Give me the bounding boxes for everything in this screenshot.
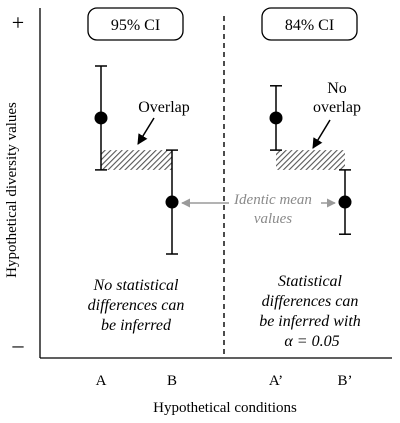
panel-label-box-right (261, 7, 358, 41)
overlap-region-right (276, 150, 345, 170)
overlap-label: Overlap (138, 99, 190, 116)
panel-label-box-left (87, 7, 184, 41)
y-tick-top: + (12, 10, 24, 35)
identic-mean-label-line-2: values (254, 211, 292, 227)
conclusion-right-alpha: α = 0.05 (284, 333, 339, 350)
identic-mean-label-background (229, 190, 321, 210)
x-axis-label: Hypothetical conditions (153, 400, 297, 416)
no-overlap-arrow (312, 119, 331, 149)
no-overlap-label-line-2: overlap (313, 99, 361, 116)
y-tick-bottom: – (12, 332, 25, 357)
no-overlap-label-line-1: No (327, 80, 347, 97)
panel-label-left: 95% CI (111, 17, 160, 34)
conclusion-right-line-2: differences can (262, 293, 359, 310)
mean-point-b-prime (338, 195, 352, 209)
x-tick-label-a-prime: A’ (269, 373, 283, 389)
conclusion-left-line-2: differences can (88, 297, 185, 314)
x-tick-label-b-prime: B’ (338, 373, 353, 389)
overlap-arrow (137, 117, 155, 145)
panel-label-right: 84% CI (285, 17, 334, 34)
y-axis-label: Hypothetical diversity values (4, 102, 20, 278)
identic-mean-label-line-1: Identic mean (233, 192, 312, 208)
mean-point-a (94, 111, 108, 125)
mean-point-b (165, 195, 179, 209)
mean-point-a-prime (269, 111, 283, 125)
conclusion-left-line-1: No statistical (93, 277, 179, 294)
overlap-region-left (101, 150, 172, 170)
x-tick-label-b: B (167, 373, 177, 389)
conclusion-right-line-1: Statistical (278, 273, 343, 290)
conclusion-right-line-3: be inferred with (259, 313, 361, 330)
conclusion-left-line-3: be inferred (101, 317, 172, 334)
x-tick-label-a: A (96, 373, 107, 389)
